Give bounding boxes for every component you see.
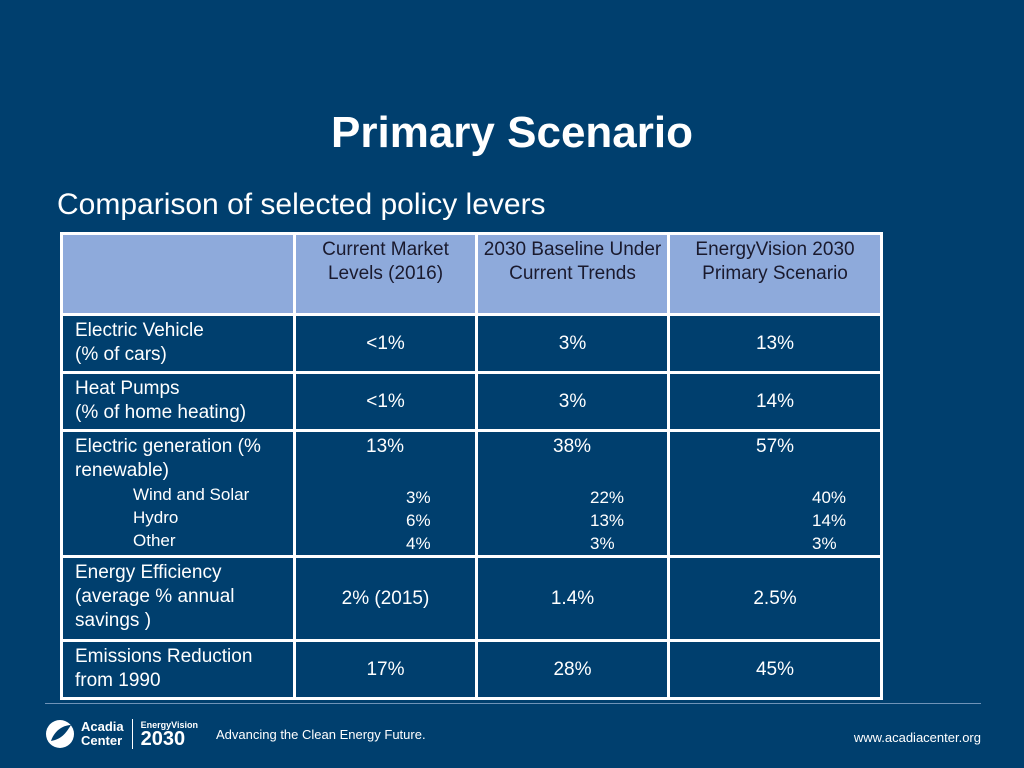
- header-current: Current Market Levels (2016): [293, 232, 478, 316]
- logo-divider: [131, 719, 133, 749]
- slide-title: Primary Scenario: [331, 108, 693, 157]
- table-row-emissions-reduction: Emissions Reduction from 1990 17% 28% 45…: [60, 639, 883, 700]
- row-label: Electric Vehicle (% of cars): [60, 313, 296, 374]
- table-header-row: Current Market Levels (2016) 2030 Baseli…: [60, 232, 883, 316]
- tagline: Advancing the Clean Energy Future.: [216, 726, 426, 742]
- footer-url: www.acadiacenter.org: [853, 730, 981, 745]
- acadia-leaf-icon: [46, 720, 74, 748]
- header-baseline: 2030 Baseline Under Current Trends: [475, 232, 670, 316]
- cell-current: <1%: [293, 313, 478, 374]
- cell-primary: 14%: [667, 371, 883, 432]
- slide-subtitle: Comparison of selected policy levers: [57, 188, 546, 221]
- footer-logo: Acadia Center EnergyVision 2030 Advancin…: [45, 719, 426, 749]
- table-row-electric-vehicle: Electric Vehicle (% of cars) <1% 3% 13%: [60, 313, 883, 374]
- cell-primary: 45%: [667, 639, 883, 700]
- table-row-energy-efficiency: Energy Efficiency (average % annual savi…: [60, 555, 883, 642]
- cell-current: <1%: [293, 371, 478, 432]
- table-row-heat-pumps: Heat Pumps (% of home heating) <1% 3% 14…: [60, 371, 883, 432]
- sub-labels: Wind and Solar Hydro Other: [133, 485, 250, 550]
- cell-primary: 57% 40% 14% 3%: [667, 429, 883, 558]
- cell-primary: 2.5%: [667, 555, 883, 642]
- footer-divider: [45, 703, 981, 704]
- row-label: Energy Efficiency (average % annual savi…: [60, 555, 296, 642]
- cell-current: 17%: [293, 639, 478, 700]
- header-primary: EnergyVision 2030 Primary Scenario: [667, 232, 883, 316]
- header-empty: [60, 232, 296, 316]
- cell-baseline: 3%: [475, 313, 670, 374]
- cell-baseline: 28%: [475, 639, 670, 700]
- cell-current: 2% (2015): [293, 555, 478, 642]
- cell-baseline: 1.4%: [475, 555, 670, 642]
- energyvision-logo: EnergyVision 2030: [140, 720, 198, 750]
- cell-baseline: 3%: [475, 371, 670, 432]
- cell-primary: 13%: [667, 313, 883, 374]
- row-label: Heat Pumps (% of home heating): [60, 371, 296, 432]
- row-label: Electric generation (% renewable) Wind a…: [60, 429, 296, 558]
- policy-levers-table: Current Market Levels (2016) 2030 Baseli…: [60, 232, 883, 700]
- table-row-electric-generation: Electric generation (% renewable) Wind a…: [60, 429, 883, 558]
- cell-current: 13% 3% 6% 4%: [293, 429, 478, 558]
- org-name: Acadia Center: [81, 719, 124, 748]
- row-label: Emissions Reduction from 1990: [60, 639, 296, 700]
- cell-baseline: 38% 22% 13% 3%: [475, 429, 670, 558]
